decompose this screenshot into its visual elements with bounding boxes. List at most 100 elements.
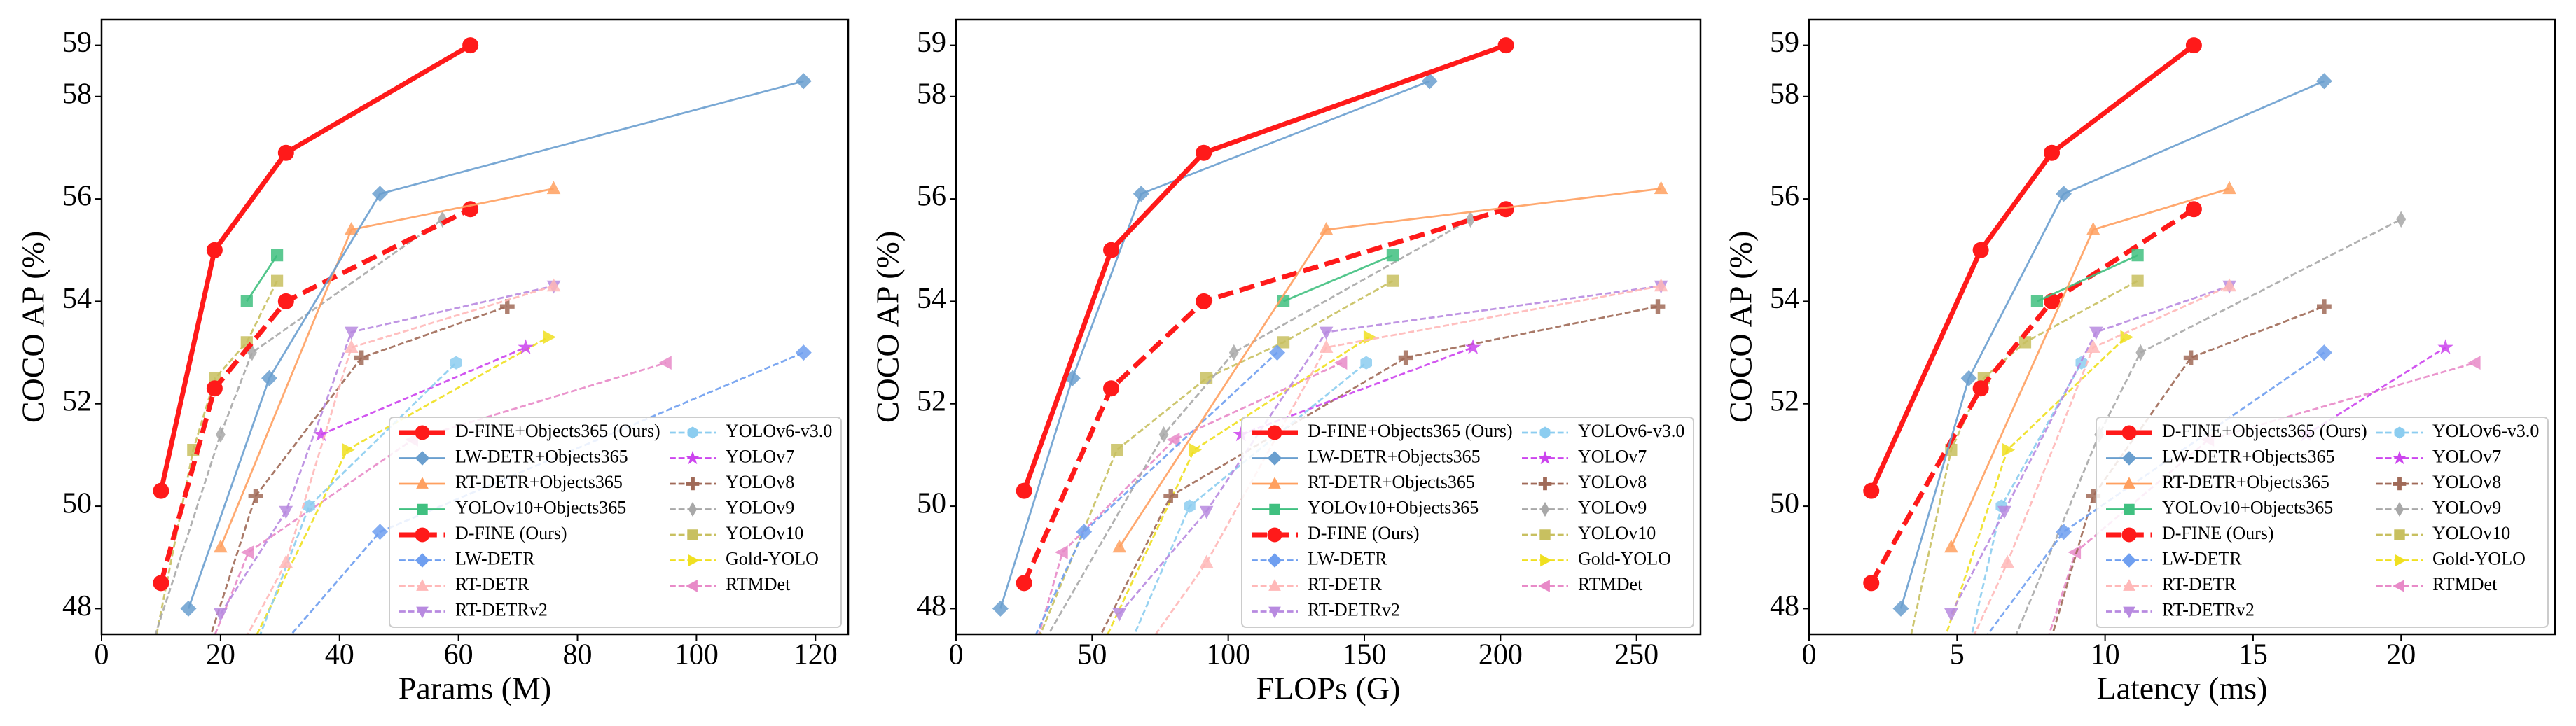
legend-marker bbox=[415, 451, 430, 466]
data-point bbox=[261, 370, 278, 386]
series-line bbox=[2015, 218, 2402, 634]
series-line bbox=[1039, 279, 1394, 634]
y-tick-label: 50 bbox=[62, 488, 92, 520]
y-tick-label: 48 bbox=[1770, 590, 1799, 622]
data-point bbox=[1319, 340, 1334, 353]
legend-marker bbox=[417, 503, 428, 515]
plot-frame bbox=[1808, 18, 2556, 636]
series-line bbox=[158, 207, 472, 584]
data-point bbox=[2086, 340, 2100, 353]
series-line bbox=[214, 361, 667, 634]
data-point bbox=[462, 37, 479, 54]
legend-label: YOLOv10+Objects365 bbox=[1308, 497, 1479, 517]
y-axis-label: COCO AP (%) bbox=[870, 231, 906, 423]
y-tick-label: 59 bbox=[62, 27, 92, 59]
data-point bbox=[1277, 336, 1290, 349]
series-line bbox=[187, 80, 804, 609]
data-point bbox=[344, 340, 359, 353]
y-axis-label: COCO AP (%) bbox=[15, 231, 51, 423]
series-line bbox=[1950, 285, 2230, 615]
legend-label: LW-DETR+Objects365 bbox=[1308, 446, 1481, 466]
series-line bbox=[999, 80, 1430, 609]
data-point bbox=[1650, 299, 1666, 314]
x-tick-label: 10 bbox=[2091, 639, 2120, 671]
legend-label: RT-DETR+Objects365 bbox=[455, 472, 623, 492]
data-point bbox=[1163, 489, 1179, 503]
data-point bbox=[2437, 339, 2454, 354]
legend-marker bbox=[2123, 477, 2135, 489]
series-line bbox=[1021, 43, 1507, 492]
legend-label: YOLOv10 bbox=[1578, 523, 1656, 543]
legend-marker bbox=[686, 580, 698, 592]
legend-label: RT-DETRv2 bbox=[1308, 599, 1400, 620]
series-line bbox=[1022, 207, 1507, 585]
data-point bbox=[262, 652, 277, 668]
plot-frame bbox=[100, 18, 850, 636]
legend-label: LW-DETR+Objects365 bbox=[2162, 446, 2335, 466]
data-point bbox=[1654, 181, 1668, 195]
data-point bbox=[1464, 339, 1481, 354]
data-point bbox=[1200, 372, 1213, 384]
legend-marker bbox=[415, 553, 430, 568]
legend-label: LW-DETR bbox=[2162, 548, 2242, 568]
data-point bbox=[224, 685, 236, 697]
data-point bbox=[2396, 211, 2407, 228]
data-point bbox=[214, 678, 227, 690]
data-point bbox=[1199, 505, 1214, 519]
data-point bbox=[1103, 242, 1120, 258]
legend-marker bbox=[2395, 554, 2407, 567]
x-tick-label: 0 bbox=[1802, 639, 1817, 671]
legend-label: YOLOv10+Objects365 bbox=[455, 497, 626, 517]
legend-label: RT-DETR bbox=[1308, 574, 1382, 594]
data-point bbox=[344, 326, 359, 340]
y-tick-label: 54 bbox=[917, 283, 946, 315]
data-point bbox=[2055, 186, 2072, 202]
data-point bbox=[214, 608, 228, 622]
data-point bbox=[1863, 575, 1880, 592]
legend-label: D-FINE+Objects365 (Ours) bbox=[455, 421, 660, 441]
legend-label: YOLOv6-v3.0 bbox=[2432, 421, 2539, 441]
series-line bbox=[1283, 254, 1393, 302]
plot-series bbox=[139, 37, 812, 697]
x-tick-label: 20 bbox=[206, 639, 235, 671]
legend-marker bbox=[1267, 527, 1282, 543]
legend-marker bbox=[2393, 477, 2407, 491]
data-point bbox=[2044, 293, 2061, 309]
legend-marker bbox=[1268, 606, 1281, 619]
data-point bbox=[2089, 326, 2103, 340]
x-tick-label: 250 bbox=[1614, 639, 1659, 671]
data-point bbox=[1113, 678, 1126, 690]
data-point bbox=[1386, 249, 1399, 262]
data-point bbox=[2030, 295, 2043, 307]
data-point bbox=[1386, 274, 1399, 287]
series-line bbox=[320, 347, 527, 435]
legend-marker bbox=[416, 606, 429, 619]
legend-label: RT-DETRv2 bbox=[2162, 599, 2255, 620]
data-point bbox=[2002, 442, 2016, 457]
legend-label: YOLOv7 bbox=[726, 446, 794, 466]
legend-label: RT-DETRv2 bbox=[455, 599, 548, 620]
x-tick-label: 120 bbox=[794, 639, 838, 671]
data-point bbox=[2000, 554, 2015, 568]
x-tick-label: 40 bbox=[325, 639, 354, 671]
legend-label: YOLOv6-v3.0 bbox=[1578, 421, 1684, 441]
legend-label: YOLOv10+Objects365 bbox=[2162, 497, 2333, 517]
data-point bbox=[546, 278, 561, 292]
data-point bbox=[1111, 444, 1123, 456]
legend-marker bbox=[2395, 501, 2404, 517]
data-point bbox=[139, 662, 148, 678]
data-point bbox=[2317, 299, 2332, 314]
series-line bbox=[1899, 80, 2325, 609]
legend-marker bbox=[1538, 580, 1550, 592]
data-point bbox=[2131, 274, 2144, 287]
x-axis-label: FLOPs (G) bbox=[1256, 671, 1401, 706]
legend-label: YOLOv6-v3.0 bbox=[726, 421, 832, 441]
legend-label: YOLOv9 bbox=[2432, 497, 2501, 517]
legend-label: YOLOv9 bbox=[1578, 497, 1647, 517]
data-point bbox=[1199, 554, 1214, 568]
data-point bbox=[2222, 278, 2236, 292]
y-tick-label: 56 bbox=[917, 181, 946, 213]
y-tick-label: 58 bbox=[1770, 78, 1799, 110]
data-point bbox=[1189, 442, 1203, 457]
legend-label: Gold-YOLO bbox=[1578, 548, 1671, 568]
